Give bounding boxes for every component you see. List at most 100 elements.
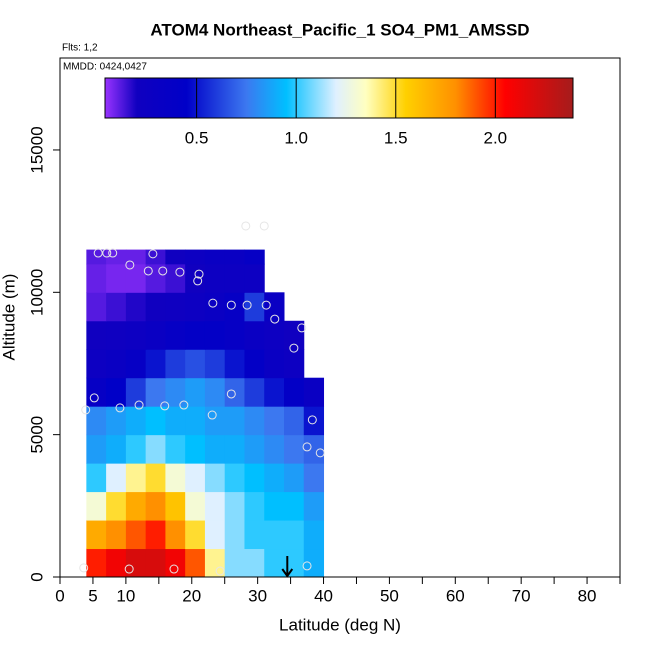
sample-point bbox=[115, 403, 125, 413]
heatmap-cell bbox=[264, 406, 285, 436]
heatmap-cell bbox=[264, 320, 285, 350]
heatmap-cell bbox=[165, 292, 186, 322]
sample-point bbox=[175, 267, 185, 277]
heatmap-cell bbox=[145, 520, 166, 550]
sample-point bbox=[124, 564, 134, 574]
heatmap-cell bbox=[86, 406, 107, 436]
heatmap-cell bbox=[264, 520, 285, 550]
heatmap-cell bbox=[303, 520, 325, 550]
heatmap-cell bbox=[125, 349, 147, 379]
sample-point bbox=[81, 405, 91, 415]
heatmap-cell bbox=[185, 406, 206, 436]
sample-point bbox=[134, 400, 144, 410]
sample-point bbox=[102, 248, 112, 258]
heatmap-cell bbox=[86, 320, 107, 350]
x-tick-label: 30 bbox=[248, 586, 267, 605]
x-tick-label: 40 bbox=[314, 586, 333, 605]
heatmap-cell bbox=[204, 491, 226, 521]
heatmap-cell bbox=[204, 548, 226, 578]
heatmap-cell bbox=[284, 548, 305, 578]
heatmap-cell bbox=[185, 263, 206, 293]
heatmap-cell bbox=[86, 377, 107, 407]
heatmap-cell bbox=[224, 520, 245, 550]
heatmap-cell bbox=[244, 491, 265, 521]
sample-point bbox=[108, 248, 118, 258]
heatmap-cell bbox=[106, 320, 127, 350]
sample-point bbox=[169, 564, 179, 574]
heatmap-cell bbox=[106, 292, 127, 322]
heatmap-cell bbox=[165, 491, 186, 521]
heatmap-cell bbox=[284, 491, 305, 521]
colorbar bbox=[104, 77, 574, 119]
heatmap-cell bbox=[185, 491, 206, 521]
sample-point bbox=[241, 221, 251, 231]
heatmap-cell bbox=[106, 263, 127, 293]
heatmap-cell bbox=[106, 520, 127, 550]
sample-point bbox=[93, 248, 103, 258]
heatmap-cell bbox=[303, 463, 325, 493]
heatmap-cell bbox=[165, 377, 186, 407]
heatmap-cell bbox=[303, 548, 325, 578]
heatmap-cell bbox=[224, 349, 245, 379]
heatmap-cell bbox=[145, 349, 166, 379]
heatmap-cell bbox=[86, 463, 107, 493]
heatmap-cell bbox=[185, 520, 206, 550]
heatmap-cell bbox=[204, 406, 226, 436]
sample-point bbox=[148, 249, 158, 259]
sample-point bbox=[215, 566, 225, 576]
sample-point bbox=[242, 300, 252, 310]
heatmap-cell bbox=[145, 491, 166, 521]
heatmap-cell bbox=[264, 292, 285, 322]
sample-point bbox=[302, 442, 312, 452]
heatmap-cell bbox=[185, 548, 206, 578]
heatmap-cell bbox=[244, 349, 265, 379]
heatmap-cell bbox=[204, 349, 226, 379]
heatmap-cell bbox=[125, 406, 147, 436]
heatmap-cell bbox=[86, 491, 107, 521]
sample-point bbox=[125, 260, 135, 270]
y-tick-label: 0 bbox=[27, 572, 46, 581]
x-tick-label: 50 bbox=[380, 586, 399, 605]
heatmap-cell bbox=[244, 463, 265, 493]
x-tick-label: 60 bbox=[446, 586, 465, 605]
heatmap-cell bbox=[145, 377, 166, 407]
sample-point bbox=[194, 269, 204, 279]
heatmap-cell bbox=[244, 320, 265, 350]
heatmap-cell bbox=[145, 320, 166, 350]
sample-point bbox=[289, 343, 299, 353]
heatmap-cell bbox=[284, 349, 305, 379]
heatmap-cell bbox=[145, 434, 166, 464]
heatmap-cell bbox=[244, 263, 265, 293]
sample-point bbox=[158, 266, 168, 276]
heatmap-cell bbox=[185, 292, 206, 322]
colorbar-tick-label: 0.5 bbox=[185, 128, 209, 147]
heatmap-cell bbox=[244, 434, 265, 464]
heatmap-cell bbox=[125, 434, 147, 464]
heatmap-cell bbox=[145, 263, 166, 293]
heatmap-cell bbox=[125, 249, 147, 265]
heatmap-cell bbox=[185, 377, 206, 407]
heatmap-cell bbox=[165, 463, 186, 493]
heatmap-cell bbox=[204, 520, 226, 550]
heatmap-cell bbox=[125, 548, 147, 578]
heatmap-cell bbox=[244, 249, 265, 265]
x-axis-label: Latitude (deg N) bbox=[279, 615, 401, 634]
heatmap-cell bbox=[284, 434, 305, 464]
heatmap-cell bbox=[244, 292, 265, 322]
heatmap-cell bbox=[224, 320, 245, 350]
flights-label: Flts: 1,2 bbox=[62, 43, 98, 54]
heatmap-cell bbox=[284, 520, 305, 550]
colorbar-tick-label: 2.0 bbox=[484, 128, 508, 147]
heatmap-cell bbox=[86, 263, 107, 293]
x-tick-label: 0 bbox=[55, 586, 64, 605]
heatmap-cell bbox=[165, 406, 186, 436]
heatmap-cell bbox=[165, 520, 186, 550]
sample-point bbox=[297, 323, 307, 333]
heatmap-cell bbox=[224, 434, 245, 464]
heatmap-cell bbox=[125, 463, 147, 493]
sample-point bbox=[315, 448, 325, 458]
heatmap-cell bbox=[125, 491, 147, 521]
heatmap-cell bbox=[145, 406, 166, 436]
colorbar-tick-label: 1.0 bbox=[284, 128, 308, 147]
sample-point bbox=[207, 410, 217, 420]
